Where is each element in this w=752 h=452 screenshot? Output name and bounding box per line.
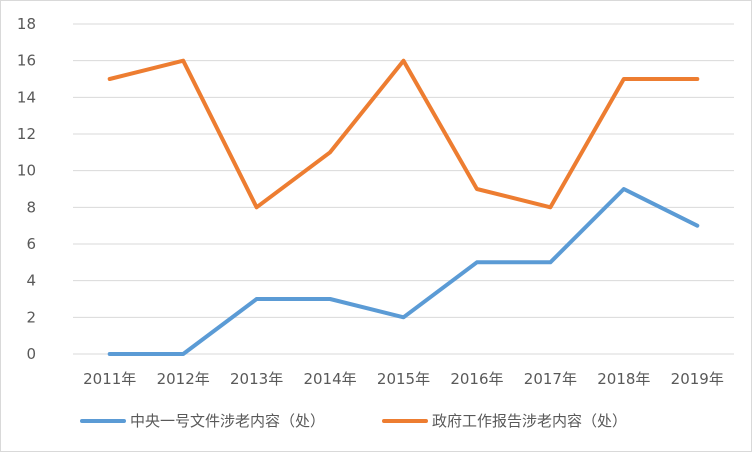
y-tick-label: 4 xyxy=(26,272,36,290)
x-tick-label: 2017年 xyxy=(524,370,577,388)
legend-label: 政府工作报告涉老内容（处） xyxy=(432,412,627,430)
x-tick-label: 2019年 xyxy=(671,370,724,388)
x-tick-label: 2015年 xyxy=(377,370,430,388)
y-tick-label: 18 xyxy=(17,15,36,33)
x-tick-label: 2012年 xyxy=(157,370,210,388)
y-tick-label: 14 xyxy=(17,88,36,106)
series-line-2 xyxy=(107,58,700,210)
y-tick-label: 12 xyxy=(17,125,36,143)
y-tick-label: 2 xyxy=(26,308,36,326)
legend: 中央一号文件涉老内容（处） 政府工作报告涉老内容（处） xyxy=(80,412,627,430)
y-tick-label: 10 xyxy=(17,162,36,180)
x-tick-label: 2011年 xyxy=(83,370,136,388)
x-tick-label: 2018年 xyxy=(597,370,650,388)
gridlines xyxy=(73,23,734,355)
y-tick-label: 8 xyxy=(26,198,36,216)
y-tick-label: 16 xyxy=(17,52,36,70)
y-tick-label: 6 xyxy=(26,235,36,253)
legend-label: 中央一号文件涉老内容（处） xyxy=(130,412,325,430)
y-tick-label: 0 xyxy=(26,345,36,363)
series-line-1 xyxy=(107,187,700,356)
y-axis-tick-labels: 0 2 4 6 8 10 12 14 16 18 xyxy=(17,15,36,363)
x-tick-label: 2016年 xyxy=(450,370,503,388)
series-lines xyxy=(107,58,700,356)
x-tick-label: 2014年 xyxy=(303,370,356,388)
x-tick-label: 2013年 xyxy=(230,370,283,388)
x-axis-tick-labels: 2011年 2012年 2013年 2014年 2015年 2016年 2017年 2018年… xyxy=(83,370,724,388)
